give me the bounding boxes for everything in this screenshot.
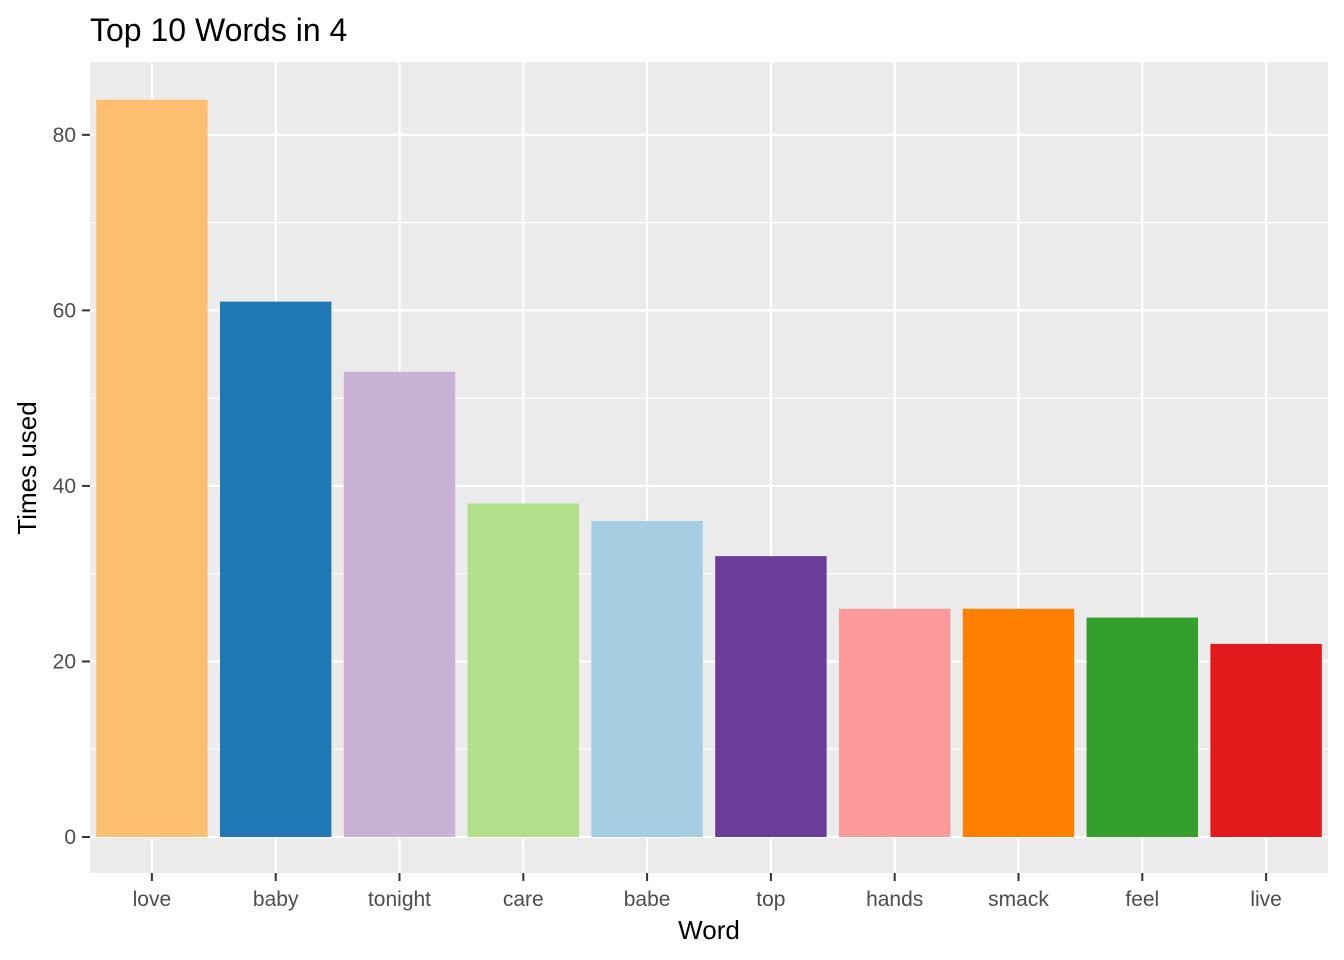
x-tick-label: hands <box>866 888 923 911</box>
x-tick-label: top <box>756 888 785 911</box>
y-tick-label: 80 <box>53 124 76 147</box>
bar-love <box>96 99 208 838</box>
bar-tonight <box>343 371 456 837</box>
bar-live <box>1210 643 1322 837</box>
bar-top <box>715 556 827 837</box>
bar-care <box>467 503 580 837</box>
x-tick-label: smack <box>988 888 1049 911</box>
bar-smack <box>962 608 1075 837</box>
x-tick-label: live <box>1250 888 1282 911</box>
x-tick-label: care <box>503 888 544 911</box>
y-axis: 0 20 40 60 80 <box>53 124 90 849</box>
chart-title: Top 10 Words in 4 <box>90 12 347 48</box>
bar-feel <box>1086 617 1199 837</box>
bars <box>96 99 1322 838</box>
bar-baby <box>219 301 332 837</box>
x-tick-label: tonight <box>368 888 431 911</box>
bar-hands <box>838 608 951 837</box>
x-axis: love baby tonight care babe top hands smack feel… <box>133 873 1282 911</box>
x-tick-label: love <box>133 888 172 911</box>
x-tick-label: baby <box>253 888 299 911</box>
y-axis-title: Times used <box>12 401 42 534</box>
y-tick-label: 0 <box>64 826 76 849</box>
bar-babe <box>591 521 703 837</box>
x-tick-label: babe <box>624 888 671 911</box>
y-tick-label: 40 <box>53 475 76 498</box>
x-axis-title: Word <box>678 915 740 945</box>
y-tick-label: 20 <box>53 650 76 673</box>
y-tick-label: 60 <box>53 299 76 322</box>
x-tick-label: feel <box>1125 888 1159 911</box>
